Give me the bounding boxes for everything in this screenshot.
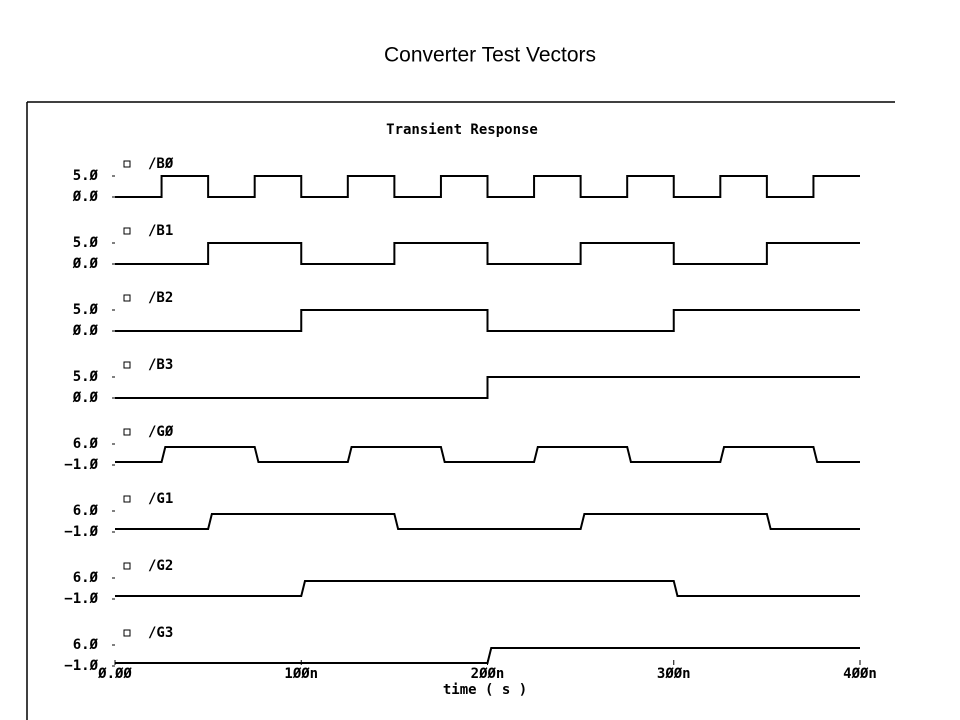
x-tick-label: 2ØØn bbox=[471, 666, 505, 682]
series-name: /BØ bbox=[148, 156, 174, 172]
series-marker bbox=[123, 629, 131, 637]
y-tick-label: −1.Ø bbox=[64, 658, 98, 674]
series-name: /B1 bbox=[148, 223, 173, 239]
page-title: Converter Test Vectors bbox=[384, 44, 596, 67]
y-tick-label: Ø.Ø bbox=[72, 323, 99, 339]
waveform bbox=[115, 580, 860, 597]
y-tick-label: 5.Ø bbox=[73, 302, 99, 318]
y-tick-label: 6.Ø bbox=[73, 503, 99, 519]
y-tick-label: Ø.Ø bbox=[72, 390, 99, 406]
y-tick-label: 6.Ø bbox=[73, 436, 99, 452]
series-marker bbox=[123, 227, 131, 235]
series-name: /B3 bbox=[148, 357, 173, 373]
series-marker bbox=[123, 428, 131, 436]
y-tick-label: 6.Ø bbox=[73, 637, 99, 653]
x-tick-label: 4ØØn bbox=[843, 666, 877, 682]
series-name: /G2 bbox=[148, 558, 173, 574]
series-name: /GØ bbox=[148, 424, 174, 440]
series-marker bbox=[123, 294, 131, 302]
x-tick-label: Ø.ØØ bbox=[97, 666, 132, 682]
y-tick-label: 5.Ø bbox=[73, 168, 99, 184]
y-tick-label: −1.Ø bbox=[64, 524, 98, 540]
y-tick-label: 5.Ø bbox=[73, 369, 99, 385]
series-name: /G1 bbox=[148, 491, 173, 507]
series-marker bbox=[123, 160, 131, 168]
x-tick-label: 3ØØn bbox=[657, 666, 691, 682]
y-tick-label: 5.Ø bbox=[73, 235, 99, 251]
waveform bbox=[115, 242, 860, 265]
series-name: /B2 bbox=[148, 290, 173, 306]
waveform bbox=[115, 309, 860, 332]
plot-title: Transient Response bbox=[386, 122, 538, 138]
y-tick-label: Ø.Ø bbox=[72, 256, 99, 272]
x-tick-label: 1ØØn bbox=[284, 666, 318, 682]
waveform bbox=[115, 647, 860, 664]
x-axis-label: time ( s ) bbox=[443, 682, 527, 698]
y-tick-label: −1.Ø bbox=[64, 591, 98, 607]
waveform bbox=[115, 376, 860, 399]
series-marker bbox=[123, 562, 131, 570]
series-name: /G3 bbox=[148, 625, 173, 641]
y-tick-label: Ø.Ø bbox=[72, 189, 99, 205]
waveform bbox=[115, 446, 860, 463]
y-tick-label: −1.Ø bbox=[64, 457, 98, 473]
series-marker bbox=[123, 361, 131, 369]
series-marker bbox=[123, 495, 131, 503]
y-tick-label: 6.Ø bbox=[73, 570, 99, 586]
waveform bbox=[115, 513, 860, 530]
waveform bbox=[115, 175, 860, 198]
